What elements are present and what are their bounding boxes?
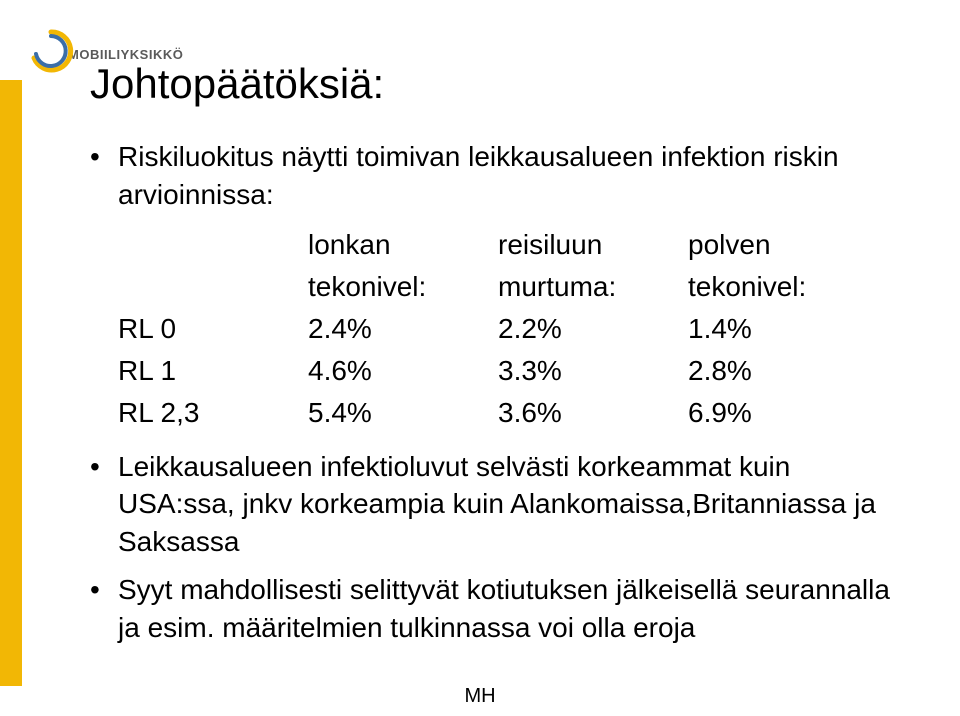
cell: 2.4% bbox=[308, 308, 498, 350]
cell: 4.6% bbox=[308, 350, 498, 392]
col-header-hip: lonkan tekonivel: bbox=[308, 224, 498, 308]
bullet3-text: Syyt mahdollisesti selittyvät kotiutukse… bbox=[118, 574, 890, 643]
bullet-risk-classification: Riskiluokitus näytti toimivan leikkausal… bbox=[90, 138, 910, 214]
table-row: RL 0 2.4% 2.2% 1.4% bbox=[118, 308, 910, 350]
row-label: RL 0 bbox=[118, 308, 308, 350]
risk-table: lonkan tekonivel: reisiluun murtuma: pol… bbox=[118, 224, 910, 434]
bullet-reasons: Syyt mahdollisesti selittyvät kotiutukse… bbox=[90, 571, 910, 647]
col-header-femur: reisiluun murtuma: bbox=[498, 224, 688, 308]
slide-content: Johtopäätöksiä: Riskiluokitus näytti toi… bbox=[90, 60, 910, 657]
table-header-row: lonkan tekonivel: reisiluun murtuma: pol… bbox=[118, 224, 910, 308]
row-label: RL 1 bbox=[118, 350, 308, 392]
slide-title: Johtopäätöksiä: bbox=[90, 60, 910, 108]
footer-initials: MH bbox=[0, 685, 960, 708]
col-header-knee: polven tekonivel: bbox=[688, 224, 838, 308]
accent-side-bar bbox=[0, 80, 22, 686]
bullet1-text: Riskiluokitus näytti toimivan leikkausal… bbox=[118, 141, 839, 210]
cell: 3.3% bbox=[498, 350, 688, 392]
logo-swirl-icon bbox=[28, 28, 74, 74]
cell: 1.4% bbox=[688, 308, 838, 350]
bullet-infection-comparison: Leikkausalueen infektioluvut selvästi ko… bbox=[90, 448, 910, 561]
row-label: RL 2,3 bbox=[118, 392, 308, 434]
cell: 6.9% bbox=[688, 392, 838, 434]
cell: 2.2% bbox=[498, 308, 688, 350]
cell: 5.4% bbox=[308, 392, 498, 434]
bullet2-text: Leikkausalueen infektioluvut selvästi ko… bbox=[118, 451, 876, 558]
table-row: RL 2,3 5.4% 3.6% 6.9% bbox=[118, 392, 910, 434]
cell: 2.8% bbox=[688, 350, 838, 392]
table-row: RL 1 4.6% 3.3% 2.8% bbox=[118, 350, 910, 392]
cell: 3.6% bbox=[498, 392, 688, 434]
